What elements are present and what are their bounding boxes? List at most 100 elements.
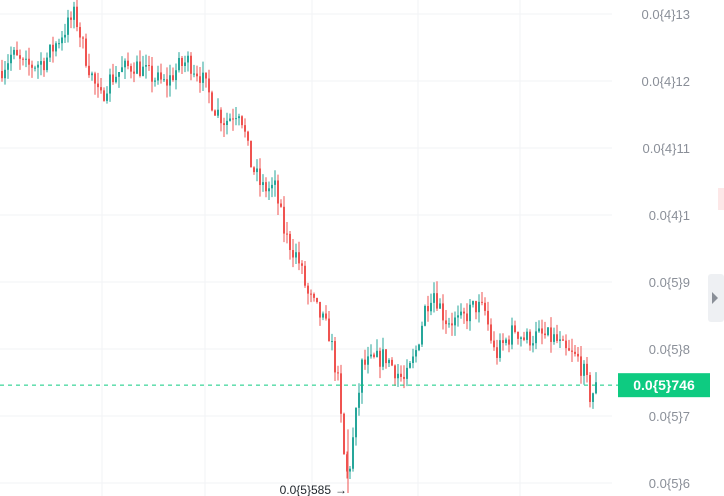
candle-body bbox=[100, 87, 102, 91]
candle-body bbox=[541, 328, 543, 334]
candle-body bbox=[31, 64, 33, 68]
candle-body bbox=[106, 93, 108, 101]
candle-body bbox=[52, 44, 54, 52]
candle-body bbox=[373, 354, 375, 357]
candle-body bbox=[172, 75, 174, 81]
candle-body bbox=[238, 116, 240, 119]
candle-body bbox=[289, 233, 291, 251]
candle-body bbox=[109, 74, 111, 94]
expand-right-icon[interactable] bbox=[712, 292, 718, 304]
candle-body bbox=[79, 27, 81, 38]
candle-body bbox=[487, 310, 489, 325]
candle-body bbox=[271, 184, 273, 189]
candle-body bbox=[505, 339, 507, 343]
candle-body bbox=[241, 116, 243, 126]
candle-body bbox=[520, 337, 522, 339]
candle-body bbox=[352, 437, 354, 469]
candle-body bbox=[469, 304, 471, 322]
candle-body bbox=[577, 353, 579, 357]
candle-body bbox=[484, 302, 486, 311]
candle-body bbox=[559, 339, 561, 341]
candle-body bbox=[130, 66, 132, 72]
current-price-tag: 0.0{5}746 bbox=[618, 373, 710, 398]
candle-body bbox=[478, 301, 480, 313]
candle-body bbox=[586, 363, 588, 376]
candle-body bbox=[445, 320, 447, 325]
candle-body bbox=[217, 109, 219, 116]
candle-body bbox=[379, 350, 381, 367]
candle-body bbox=[283, 206, 285, 234]
candle-body bbox=[34, 67, 36, 69]
candle-body bbox=[493, 340, 495, 348]
candle-body bbox=[556, 334, 558, 341]
candle-body bbox=[334, 341, 336, 373]
candle-body bbox=[382, 349, 384, 367]
candle-body bbox=[85, 38, 87, 66]
candle-body bbox=[7, 63, 9, 70]
candle-body bbox=[247, 131, 249, 141]
candle-body bbox=[232, 118, 234, 120]
candle-body bbox=[124, 60, 126, 68]
candle-body bbox=[502, 340, 504, 343]
candle-body bbox=[223, 123, 225, 126]
candle-body bbox=[535, 331, 537, 344]
candle-body bbox=[133, 71, 135, 74]
candle-body bbox=[118, 72, 120, 77]
candle-body bbox=[40, 61, 42, 65]
candle-body bbox=[490, 324, 492, 341]
candle-body bbox=[208, 78, 210, 93]
candle-body bbox=[511, 325, 513, 345]
price-axis[interactable]: 0.0{4}13 0.0{4}12 0.0{4}11 0.0{4}1 0.0{5}9 0.… bbox=[642, 7, 690, 491]
y-tick-label: 0.0{4}12 bbox=[642, 74, 690, 89]
candle-body bbox=[82, 37, 84, 39]
candle-body bbox=[406, 367, 408, 379]
candle-body bbox=[325, 313, 327, 319]
candle-body bbox=[175, 70, 177, 81]
candle-body bbox=[592, 393, 594, 402]
y-tick-label: 0.0{4}13 bbox=[642, 7, 690, 22]
candle-body bbox=[280, 203, 282, 207]
y-tick-label: 0.0{5}8 bbox=[649, 342, 690, 357]
candle-body bbox=[295, 252, 297, 258]
candle-body bbox=[361, 359, 363, 393]
candle-body bbox=[154, 80, 156, 82]
candle-body bbox=[565, 340, 567, 349]
candle-body bbox=[523, 337, 525, 340]
candle-body bbox=[274, 180, 276, 185]
candle-body bbox=[337, 372, 339, 374]
candle-body bbox=[448, 323, 450, 325]
candle-body bbox=[220, 109, 222, 124]
candle-body bbox=[202, 72, 204, 83]
candle-body bbox=[568, 348, 570, 351]
candle-body bbox=[103, 90, 105, 101]
candle-body bbox=[58, 43, 60, 45]
candle-body bbox=[340, 373, 342, 414]
candle-body bbox=[10, 54, 12, 64]
candle-body bbox=[436, 293, 438, 309]
candle-body bbox=[370, 354, 372, 357]
candle-body bbox=[76, 6, 78, 28]
candle-body bbox=[301, 263, 303, 266]
candle-body bbox=[151, 65, 153, 82]
candle-body bbox=[574, 351, 576, 354]
candle-body bbox=[97, 83, 99, 88]
candle-body bbox=[499, 340, 501, 358]
candle-body bbox=[55, 43, 57, 52]
candle-body bbox=[316, 297, 318, 303]
candle-body bbox=[127, 60, 129, 67]
candle-body bbox=[157, 72, 159, 81]
candle-body bbox=[121, 67, 123, 73]
candle-body bbox=[142, 66, 144, 76]
candle-body bbox=[463, 311, 465, 314]
candle-body bbox=[193, 73, 195, 75]
candle-body bbox=[427, 305, 429, 312]
candle-body bbox=[211, 92, 213, 111]
y-tick-label: 0.0{4}11 bbox=[643, 141, 690, 156]
candle-body bbox=[145, 65, 147, 67]
candle-body bbox=[235, 118, 237, 120]
candle-body bbox=[253, 167, 255, 173]
candle-body bbox=[376, 350, 378, 357]
candle-body bbox=[229, 118, 231, 121]
